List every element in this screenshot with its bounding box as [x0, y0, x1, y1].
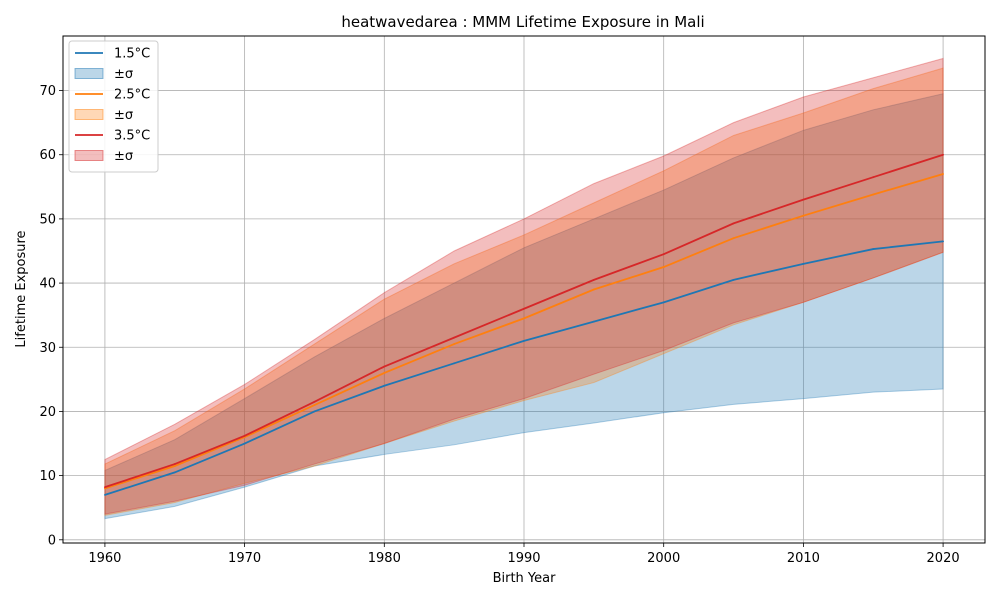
y-tick-label: 70	[39, 84, 56, 99]
x-tick-label: 1980	[368, 551, 401, 566]
y-tick-label: 60	[39, 148, 56, 163]
data-point	[104, 487, 106, 490]
data-point	[942, 173, 944, 175]
data-point	[383, 372, 386, 374]
data-point	[173, 465, 176, 467]
legend-label: 2.5°C	[114, 88, 150, 103]
data-point	[872, 176, 875, 179]
data-point	[243, 434, 246, 437]
data-point	[732, 278, 735, 281]
data-point	[872, 248, 875, 250]
y-tick-label: 50	[39, 212, 56, 227]
data-point	[173, 463, 176, 465]
data-point	[243, 442, 246, 445]
legend-label: 3.5°C	[114, 129, 150, 144]
legend-band-swatch	[74, 109, 104, 120]
data-point	[802, 262, 805, 265]
data-point	[453, 336, 456, 339]
data-point	[592, 320, 595, 323]
data-point	[523, 307, 525, 310]
y-tick-label: 10	[39, 469, 56, 484]
legend-box	[68, 40, 159, 173]
x-tick-label: 2020	[927, 551, 960, 566]
data-point	[313, 410, 316, 413]
legend-band-swatch	[74, 150, 104, 161]
data-point	[732, 222, 735, 225]
data-point	[313, 400, 316, 403]
data-point	[662, 266, 665, 268]
x-tick-label: 1970	[228, 551, 261, 566]
data-point	[802, 214, 805, 217]
chart-title: heatwavedarea : MMM Lifetime Exposure in…	[341, 13, 704, 31]
data-point	[383, 365, 386, 368]
y-tick-label: 30	[39, 341, 56, 356]
legend-label: ±σ	[114, 67, 133, 82]
data-point	[662, 253, 665, 256]
data-point	[942, 240, 944, 243]
data-point	[453, 343, 456, 345]
x-tick-label: 1960	[88, 551, 121, 566]
data-point	[173, 471, 176, 474]
band-25C-sigma	[104, 67, 944, 517]
y-tick-label: 20	[39, 405, 56, 420]
data-point	[313, 404, 316, 406]
band-35C-sigma	[104, 57, 944, 515]
data-point	[942, 153, 944, 156]
data-point	[872, 193, 875, 196]
legend: 1.5°C ±σ 2.5°C ±σ 3.5°C ±σ	[68, 40, 159, 173]
legend-label: 1.5°C	[114, 47, 150, 62]
x-axis-label: Birth Year	[493, 571, 557, 586]
y-tick-label: 40	[39, 277, 56, 292]
data-point	[662, 301, 665, 304]
legend-label: ±σ	[114, 149, 133, 164]
y-axis-label: Lifetime Exposure	[14, 230, 29, 347]
x-tick-label: 2010	[787, 551, 820, 566]
x-tick-label: 1990	[507, 551, 540, 566]
data-point	[104, 486, 106, 489]
y-tick-label: 0	[48, 533, 56, 548]
x-tick-label: 2000	[647, 551, 680, 566]
data-point	[592, 288, 595, 291]
data-point	[592, 278, 595, 281]
data-point	[383, 384, 386, 387]
data-point	[453, 362, 456, 365]
legend-band-swatch	[74, 68, 104, 79]
data-point	[802, 198, 805, 201]
data-point	[104, 493, 106, 496]
legend-label: ±σ	[114, 108, 133, 123]
data-point	[732, 237, 735, 240]
data-point	[523, 339, 525, 342]
data-point	[523, 317, 525, 320]
